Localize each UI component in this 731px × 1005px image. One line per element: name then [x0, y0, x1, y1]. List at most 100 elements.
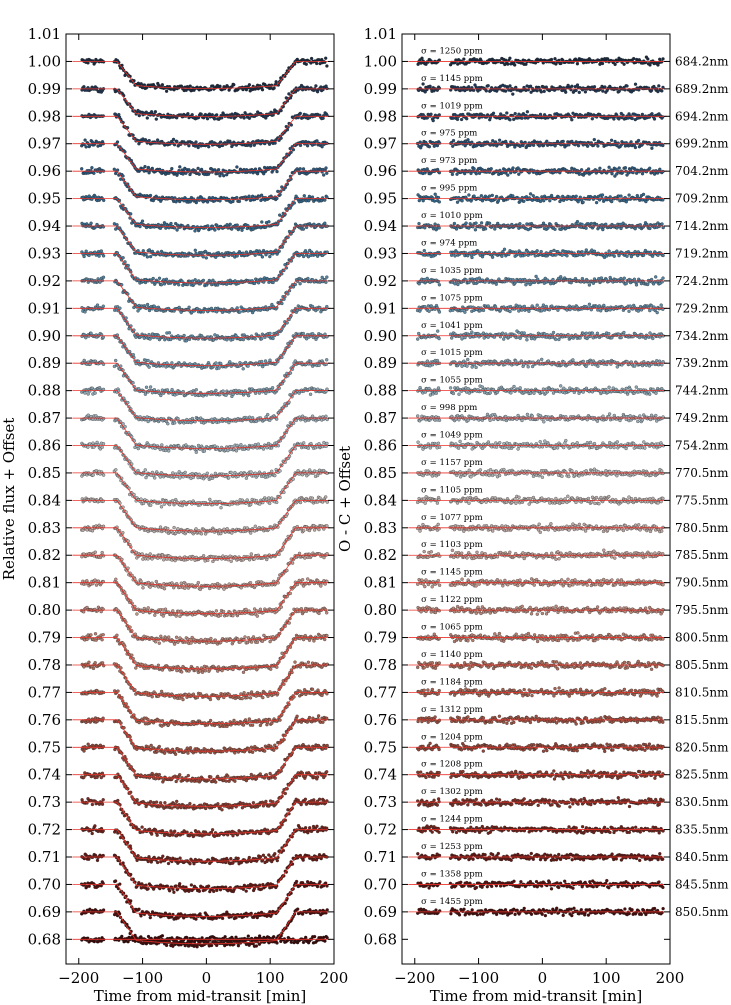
- flux-point: [175, 228, 179, 232]
- flux-point: [312, 142, 317, 146]
- flux-point: [94, 583, 99, 587]
- flux-point: [197, 198, 201, 202]
- flux-point: [196, 443, 201, 448]
- flux-point: [265, 446, 269, 450]
- light-curves-panel: 1.011.000.990.980.970.960.950.940.930.92…: [0, 25, 348, 1005]
- flux-point: [157, 276, 162, 280]
- flux-point: [253, 524, 257, 528]
- flux-point: [160, 83, 165, 87]
- flux-point: [259, 193, 264, 197]
- flux-point: [164, 277, 169, 281]
- flux-point: [101, 275, 106, 279]
- flux-point: [231, 614, 235, 618]
- flux-point: [112, 167, 116, 171]
- flux-point: [255, 640, 260, 644]
- flux-point: [249, 552, 253, 556]
- flux-point: [256, 442, 260, 446]
- flux-point: [258, 607, 263, 611]
- flux-point: [92, 171, 96, 175]
- flux-point: [167, 502, 172, 507]
- flux-point: [280, 301, 284, 306]
- flux-point: [148, 585, 152, 589]
- flux-point: [82, 85, 86, 89]
- flux-point: [217, 366, 221, 370]
- flux-point: [247, 415, 252, 419]
- flux-point: [162, 587, 167, 591]
- flux-point: [300, 473, 305, 477]
- flux-point: [100, 638, 104, 642]
- flux-point: [90, 529, 95, 533]
- flux-point: [233, 279, 237, 283]
- flux-point: [260, 359, 264, 364]
- flux-point: [263, 359, 268, 363]
- flux-point: [287, 621, 291, 625]
- flux-point: [222, 174, 226, 178]
- flux-point: [246, 447, 250, 451]
- flux-point: [268, 254, 272, 259]
- flux-point: [203, 669, 208, 673]
- flux-point: [297, 551, 302, 556]
- flux-point: [232, 83, 236, 87]
- flux-point: [231, 199, 235, 204]
- light-curve-points: [79, 56, 329, 949]
- flux-point: [101, 554, 106, 558]
- flux-point: [234, 449, 239, 453]
- flux-point: [253, 337, 257, 341]
- flux-point: [276, 189, 280, 194]
- flux-point: [171, 137, 176, 142]
- flux-point: [264, 391, 268, 395]
- flux-point: [310, 414, 315, 418]
- flux-point: [207, 145, 211, 149]
- flux-point: [147, 138, 151, 143]
- flux-point: [141, 249, 145, 253]
- flux-point: [323, 198, 327, 202]
- flux-point: [82, 254, 86, 259]
- flux-point: [239, 443, 243, 447]
- flux-point: [222, 587, 226, 591]
- flux-point: [193, 248, 197, 252]
- flux-point: [264, 116, 268, 120]
- flux-point: [228, 222, 232, 226]
- flux-point: [158, 525, 163, 529]
- flux-point: [238, 310, 242, 314]
- flux-point: [175, 139, 179, 144]
- flux-point: [325, 524, 329, 528]
- flux-point: [249, 470, 253, 474]
- flux-point: [279, 605, 283, 609]
- flux-point: [317, 527, 321, 532]
- flux-point: [93, 550, 97, 554]
- flux-point: [298, 334, 302, 339]
- flux-point: [115, 633, 119, 637]
- flux-point: [121, 531, 125, 535]
- flux-point: [150, 470, 155, 475]
- flux-point: [268, 358, 272, 362]
- flux-point: [171, 609, 175, 613]
- flux-point: [260, 88, 265, 92]
- flux-point: [172, 642, 177, 646]
- flux-point: [235, 165, 239, 169]
- flux-point: [90, 166, 94, 170]
- flux-point: [170, 361, 174, 365]
- flux-point: [83, 138, 87, 142]
- flux-point: [173, 421, 177, 425]
- flux-point: [101, 335, 105, 339]
- flux-point: [166, 422, 170, 426]
- flux-point: [156, 663, 161, 667]
- flux-point: [211, 84, 215, 88]
- flux-point: [268, 166, 273, 170]
- flux-point: [256, 281, 261, 285]
- flux-point: [268, 501, 272, 506]
- light-curve-series: [80, 83, 329, 121]
- flux-point: [146, 165, 151, 170]
- flux-point: [158, 475, 163, 479]
- flux-point: [229, 470, 233, 475]
- flux-point: [268, 639, 272, 644]
- flux-point: [193, 278, 197, 282]
- flux-point: [244, 476, 249, 480]
- flux-point: [325, 171, 329, 175]
- flux-point: [206, 224, 210, 228]
- flux-point: [275, 196, 279, 201]
- flux-point: [172, 525, 176, 530]
- flux-point: [214, 361, 218, 365]
